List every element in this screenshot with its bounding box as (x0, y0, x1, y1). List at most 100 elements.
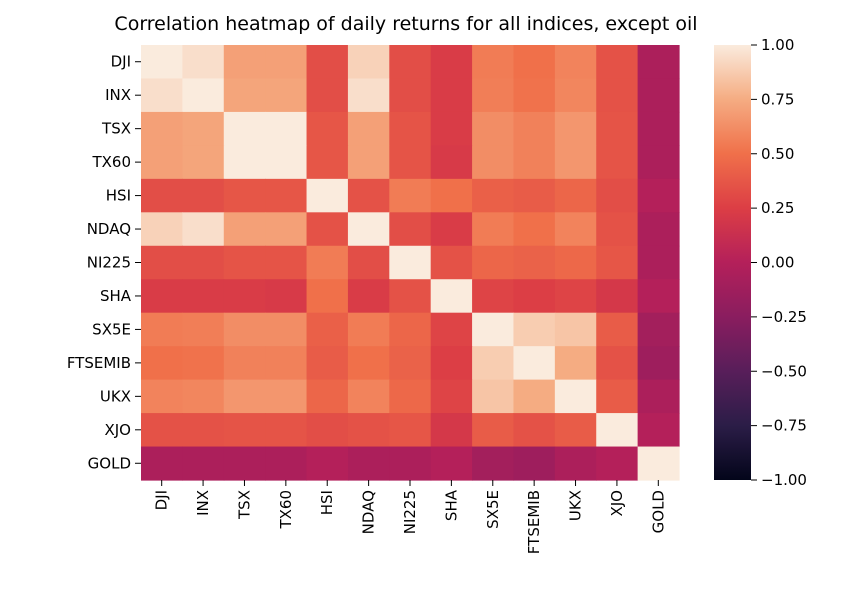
heatmap-cell-tsx-gold (637, 111, 680, 146)
heatmap-cell-ukx-gold (637, 379, 680, 414)
y-tick-label-dji: DJI (111, 53, 131, 71)
heatmap-cell-ukx-tsx (223, 379, 266, 414)
heatmap-cell-ukx-sx5e (472, 379, 515, 414)
heatmap-cell-sha-ni225 (389, 279, 432, 314)
heatmap-cell-hsi-tx60 (265, 178, 308, 213)
heatmap-cell-dji-ftsemib (513, 45, 556, 80)
heatmap-cell-dji-gold (637, 45, 680, 80)
heatmap-cell-sx5e-gold (637, 312, 680, 347)
heatmap-cell-inx-sha (430, 78, 473, 113)
heatmap-cell-ndaq-dji (141, 212, 183, 247)
y-tick-label-ukx: UKX (100, 387, 131, 405)
heatmap-cell-sx5e-hsi (306, 312, 349, 347)
heatmap-cell-gold-tx60 (265, 446, 308, 481)
colorbar-tick-label: −0.75 (761, 417, 807, 435)
heatmap-cell-tx60-tx60 (265, 145, 308, 180)
heatmap-cell-ndaq-xjo (596, 212, 639, 247)
heatmap-cell-hsi-gold (637, 178, 680, 213)
heatmap-cell-tx60-tsx (223, 145, 266, 180)
heatmap-cell-inx-xjo (596, 78, 639, 113)
y-tick-label-tsx: TSX (101, 120, 131, 138)
heatmap-cell-dji-inx (182, 45, 225, 80)
heatmap-cell-xjo-ni225 (389, 413, 432, 448)
colorbar-tick-label: −0.25 (761, 308, 807, 326)
heatmap-cell-ndaq-gold (637, 212, 680, 247)
heatmap-cell-ukx-xjo (596, 379, 639, 414)
heatmap-cell-xjo-ftsemib (513, 413, 556, 448)
heatmap-cell-ukx-ukx (554, 379, 597, 414)
heatmap-cell-tx60-dji (141, 145, 183, 180)
heatmap-cell-gold-hsi (306, 446, 349, 481)
heatmap-cell-ni225-hsi (306, 245, 349, 280)
heatmap-cell-ndaq-inx (182, 212, 225, 247)
heatmap-cell-sha-tsx (223, 279, 266, 314)
heatmap-cell-hsi-ni225 (389, 178, 432, 213)
y-tick-label-ftsemib: FTSEMIB (67, 354, 131, 372)
heatmap-cell-gold-ukx (554, 446, 597, 481)
heatmap-cell-dji-tsx (223, 45, 266, 80)
y-tick-label-inx: INX (105, 86, 131, 104)
heatmap-cell-sha-xjo (596, 279, 639, 314)
heatmap-cell-ni225-tx60 (265, 245, 308, 280)
heatmap-cell-xjo-ukx (554, 413, 597, 448)
x-tick-label-hsi: HSI (318, 490, 336, 515)
heatmap-cell-ftsemib-ndaq (347, 346, 390, 381)
heatmap-cell-inx-gold (637, 78, 680, 113)
heatmap-cell-ni225-ni225 (389, 245, 432, 280)
heatmap-cell-inx-ndaq (347, 78, 390, 113)
x-tick-label-inx: INX (194, 490, 212, 516)
heatmap-cell-hsi-sx5e (472, 178, 515, 213)
heatmap-cell-ukx-dji (141, 379, 183, 414)
y-tick-label-ndaq: NDAQ (87, 220, 131, 238)
heatmap-cell-sx5e-sha (430, 312, 473, 347)
heatmap-cell-sx5e-ndaq (347, 312, 390, 347)
heatmap-cell-ftsemib-sx5e (472, 346, 515, 381)
heatmap-cell-gold-gold (637, 446, 680, 481)
heatmap-cell-hsi-inx (182, 178, 225, 213)
heatmap-cell-sha-hsi (306, 279, 349, 314)
heatmap-cell-ftsemib-hsi (306, 346, 349, 381)
heatmap-cell-xjo-gold (637, 413, 680, 448)
heatmap-cell-ftsemib-dji (141, 346, 183, 381)
heatmap-cell-tx60-xjo (596, 145, 639, 180)
heatmap-cell-ftsemib-tsx (223, 346, 266, 381)
heatmap-cell-ndaq-sx5e (472, 212, 515, 247)
heatmap-cell-hsi-hsi (306, 178, 349, 213)
x-tick-label-ni225: NI225 (401, 490, 419, 534)
heatmap-cell-sha-gold (637, 279, 680, 314)
heatmap-cell-tsx-sha (430, 111, 473, 146)
heatmap-cell-hsi-tsx (223, 178, 266, 213)
y-tick-label-hsi: HSI (106, 187, 131, 205)
y-tick-label-sx5e: SX5E (92, 320, 131, 338)
heatmap-cell-inx-ukx (554, 78, 597, 113)
heatmap-cell-ftsemib-gold (637, 346, 680, 381)
heatmap-cell-tx60-ni225 (389, 145, 432, 180)
heatmap-cell-ftsemib-xjo (596, 346, 639, 381)
heatmap-cell-sx5e-tsx (223, 312, 266, 347)
heatmap-cell-hsi-ndaq (347, 178, 390, 213)
heatmap-cell-tsx-xjo (596, 111, 639, 146)
heatmap-cell-hsi-xjo (596, 178, 639, 213)
heatmap-cell-ni225-dji (141, 245, 183, 280)
x-tick-label-xjo: XJO (608, 490, 626, 517)
heatmap-cell-hsi-dji (141, 178, 183, 213)
heatmap-cell-sha-ndaq (347, 279, 390, 314)
heatmap-cell-dji-sx5e (472, 45, 515, 80)
heatmap-cell-ukx-sha (430, 379, 473, 414)
heatmap-cell-xjo-sha (430, 413, 473, 448)
x-tick-labels: DJI INX TSX TX60 HSI NDAQ NI225 SHA SX5E FTSEMIB U… (153, 480, 667, 554)
heatmap-cell-sx5e-inx (182, 312, 225, 347)
heatmap-cell-dji-ndaq (347, 45, 390, 80)
heatmap-cell-ndaq-sha (430, 212, 473, 247)
heatmap-cells (141, 45, 680, 481)
heatmap-cell-ni225-xjo (596, 245, 639, 280)
heatmap-cell-gold-ndaq (347, 446, 390, 481)
heatmap-cell-hsi-sha (430, 178, 473, 213)
heatmap-cell-tx60-hsi (306, 145, 349, 180)
heatmap-cell-gold-tsx (223, 446, 266, 481)
heatmap-cell-ni225-tsx (223, 245, 266, 280)
x-tick-label-tsx: TSX (235, 490, 253, 520)
heatmap-cell-gold-sha (430, 446, 473, 481)
heatmap-cell-sha-tx60 (265, 279, 308, 314)
